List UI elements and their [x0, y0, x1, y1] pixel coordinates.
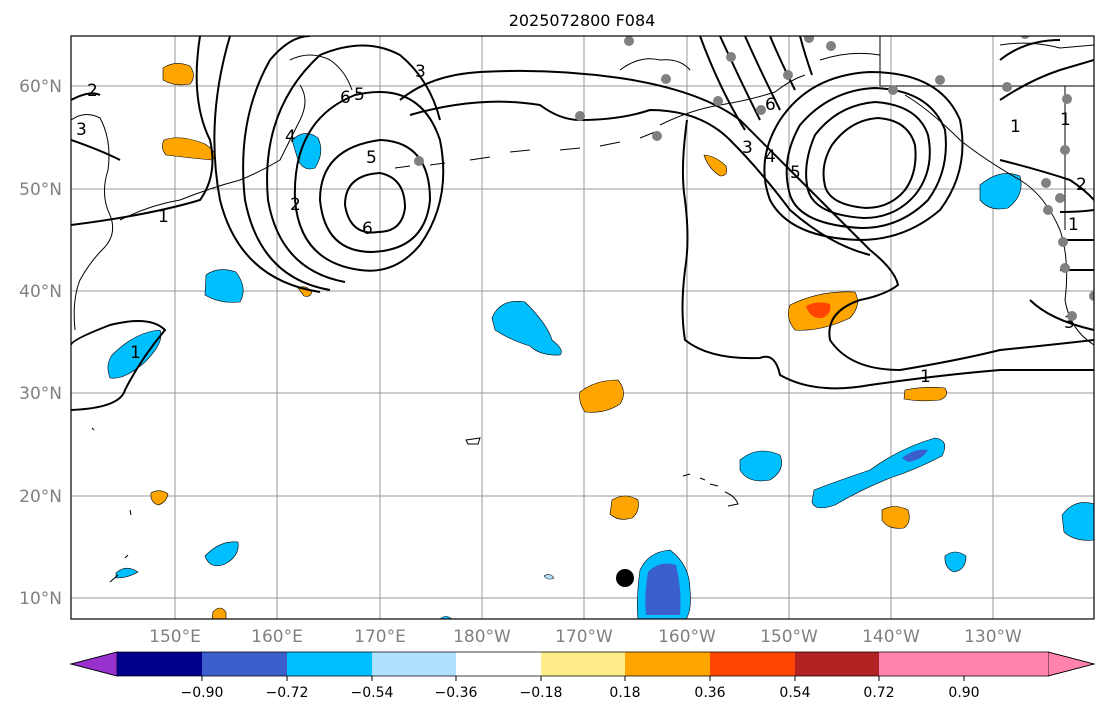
colorbar-tick-label: −0.18: [520, 685, 563, 701]
colorbar-segment: [625, 652, 710, 676]
contour-label: 1: [130, 343, 141, 363]
colorbar-ticks: [201, 676, 965, 681]
colorbar-tick-label: −0.72: [266, 685, 309, 701]
station-dot: [1060, 145, 1070, 155]
map-title: 2025072800 F084: [509, 11, 656, 30]
contour-label: 1: [1060, 110, 1071, 130]
lat-label: 50°N: [19, 180, 62, 200]
colorbar: −0.90 −0.72 −0.54 −0.36 −0.18 0.18 0.36 …: [69, 651, 1096, 701]
colorbar-segment: [795, 652, 879, 676]
station-dot: [783, 70, 793, 80]
colorbar-segment: [710, 652, 795, 676]
colorbar-tick-label: −0.54: [351, 685, 394, 701]
station-dot: [804, 36, 814, 43]
contour-label: 4: [285, 127, 296, 147]
contour-label: 3: [415, 62, 426, 82]
graticule: [71, 36, 1094, 619]
contour-label: 1: [1010, 117, 1021, 137]
contour-label: 3: [1064, 313, 1075, 333]
lat-label: 10°N: [19, 589, 62, 609]
station-dot: [575, 111, 585, 121]
lon-label: 170°E: [354, 627, 406, 647]
colorbar-max-extension: [1047, 651, 1096, 677]
contour-label: 5: [790, 163, 801, 183]
station-dot: [1058, 237, 1068, 247]
station-dot: [1067, 311, 1077, 321]
lon-label: 160°E: [251, 627, 303, 647]
station-dot: [1002, 82, 1012, 92]
colorbar-tick-label: 0.72: [863, 685, 894, 701]
contour-label: 3: [76, 120, 87, 140]
station-markers: [414, 36, 1094, 321]
longitude-labels: 150°E 160°E 170°E 180°W 170°W 160°W 150°…: [149, 627, 1022, 647]
contour-label: 6: [765, 95, 776, 115]
lon-label: 170°W: [555, 627, 613, 647]
colorbar-tick-label: −0.90: [181, 685, 224, 701]
contour-label: 5: [354, 85, 365, 105]
contour-labels: 1 2 3 4 5 6 5 6 2 1 3 4 5 6 1 1 3 1 2 1 …: [76, 62, 1087, 387]
lon-label: 150°E: [149, 627, 201, 647]
station-dot: [1089, 291, 1094, 301]
contour-label: 1: [158, 207, 169, 227]
colorbar-tick-label: −0.36: [435, 685, 478, 701]
station-dot: [414, 156, 424, 166]
lon-label: 140°W: [862, 627, 920, 647]
colorbar-tick-label: 0.54: [779, 685, 810, 701]
station-dot: [661, 74, 671, 84]
station-dot: [888, 85, 898, 95]
contour-lines: [71, 36, 1094, 411]
colorbar-tick-label: 0.18: [609, 685, 640, 701]
contour-label: 4: [765, 147, 776, 167]
colorbar-outline: [69, 651, 1096, 677]
lat-label: 20°N: [19, 487, 62, 507]
lon-label: 130°W: [964, 627, 1022, 647]
colorbar-segment: [372, 652, 456, 676]
location-marker: [616, 569, 634, 587]
colorbar-min-extension: [69, 651, 118, 677]
latitude-labels: 10°N 20°N 30°N 40°N 50°N 60°N: [19, 77, 62, 609]
contour-label: 1: [920, 367, 931, 387]
station-dot: [1043, 205, 1053, 215]
lat-label: 40°N: [19, 282, 62, 302]
lon-label: 160°W: [658, 627, 716, 647]
colorbar-segment: [202, 652, 287, 676]
colorbar-tick-label: 0.36: [694, 685, 725, 701]
station-dot: [826, 41, 836, 51]
station-dot: [935, 75, 945, 85]
station-dot: [1020, 36, 1030, 39]
station-dot: [652, 131, 662, 141]
lat-label: 60°N: [19, 77, 62, 97]
contour-label: 3: [742, 138, 753, 158]
contour-label: 6: [340, 88, 351, 108]
station-dot: [624, 36, 634, 46]
station-dot: [1055, 193, 1065, 203]
station-dot: [1062, 94, 1072, 104]
lon-label: 150°W: [760, 627, 818, 647]
lon-label: 180°W: [453, 627, 511, 647]
contour-label: 2: [290, 195, 301, 215]
anomaly-fill: [107, 63, 1094, 619]
contour-label: 6: [362, 219, 373, 239]
station-dot: [1041, 178, 1051, 188]
lat-label: 30°N: [19, 384, 62, 404]
station-dot: [1060, 263, 1070, 273]
colorbar-tick-label: 0.90: [948, 685, 979, 701]
contour-label: 2: [1076, 175, 1087, 195]
colorbar-segment: [287, 652, 372, 676]
contour-label: 1: [1068, 215, 1079, 235]
coastlines: [71, 36, 1094, 583]
colorbar-segment: [456, 652, 541, 676]
contour-label: 5: [366, 148, 377, 168]
station-dot: [726, 52, 736, 62]
map-frame: [70, 35, 1095, 620]
colorbar-segment: [117, 652, 202, 676]
colorbar-segment: [541, 652, 625, 676]
contour-label: 2: [87, 81, 98, 101]
colorbar-segment: [879, 652, 964, 676]
station-dot: [756, 105, 766, 115]
station-dot: [713, 96, 723, 106]
colorbar-segment: [964, 652, 1048, 676]
